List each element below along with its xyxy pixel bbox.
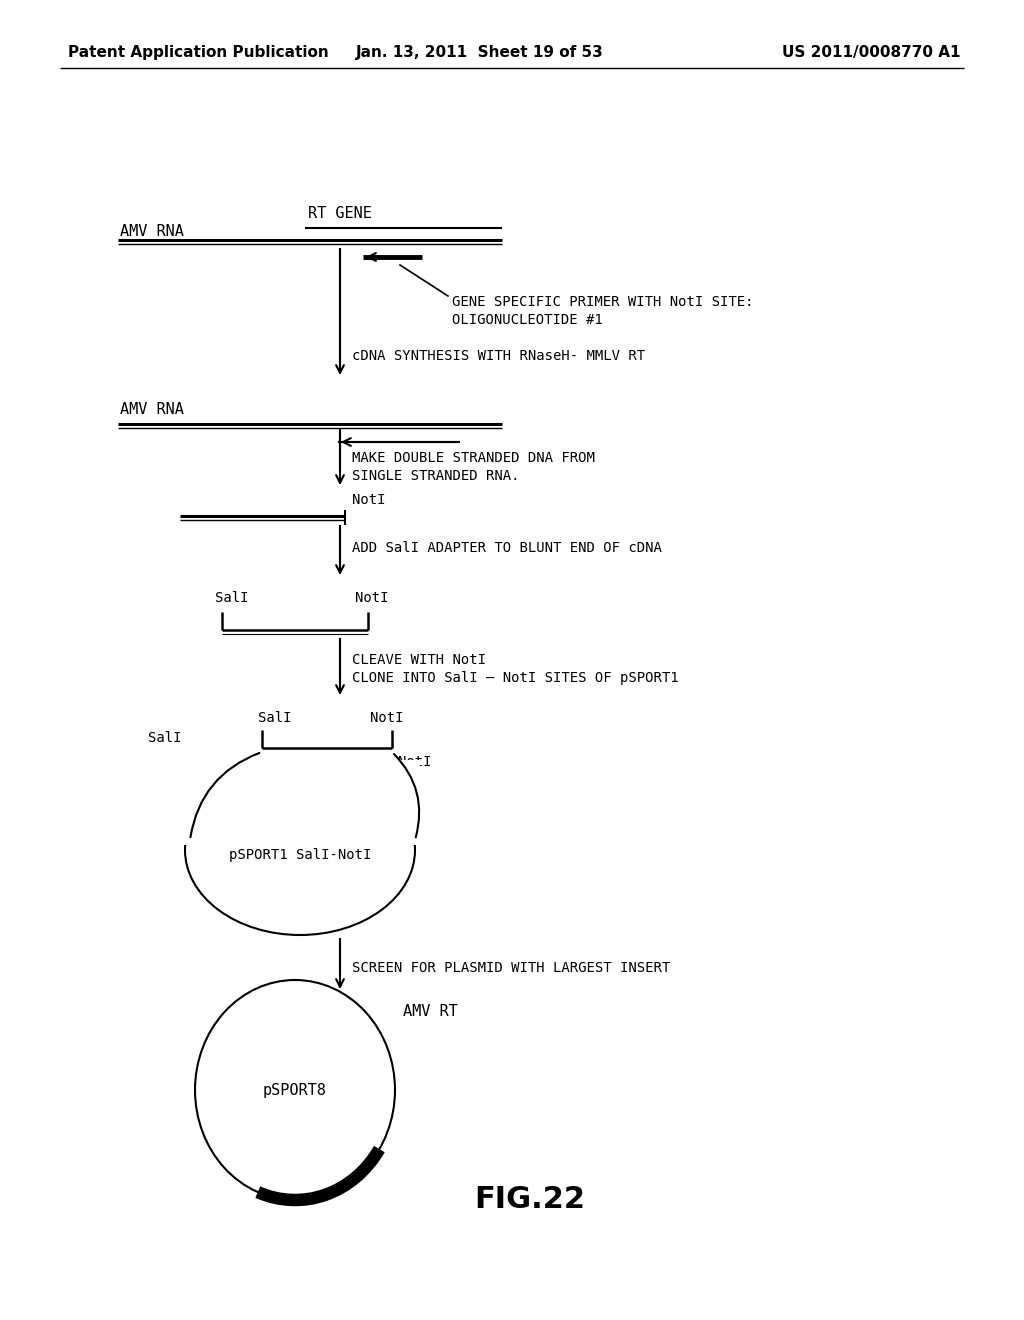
Text: NotI: NotI <box>370 711 403 725</box>
Text: ADD SalI ADAPTER TO BLUNT END OF cDNA: ADD SalI ADAPTER TO BLUNT END OF cDNA <box>352 541 662 554</box>
Text: FIG.22: FIG.22 <box>474 1185 586 1214</box>
Text: Patent Application Publication: Patent Application Publication <box>68 45 329 59</box>
Text: pSPORT1 SalI-NotI: pSPORT1 SalI-NotI <box>228 847 371 862</box>
Text: NotI: NotI <box>355 591 388 605</box>
Text: AMV RNA: AMV RNA <box>120 224 184 239</box>
Text: cDNA SYNTHESIS WITH RNaseH- MMLV RT: cDNA SYNTHESIS WITH RNaseH- MMLV RT <box>352 348 645 363</box>
Text: RT GENE: RT GENE <box>308 206 372 222</box>
Text: pSPORT8: pSPORT8 <box>263 1082 327 1097</box>
Text: Jan. 13, 2011  Sheet 19 of 53: Jan. 13, 2011 Sheet 19 of 53 <box>356 45 604 59</box>
Text: NotI: NotI <box>398 755 431 770</box>
Text: SalI: SalI <box>258 711 292 725</box>
Text: MAKE DOUBLE STRANDED DNA FROM: MAKE DOUBLE STRANDED DNA FROM <box>352 451 595 465</box>
Text: NotI: NotI <box>352 492 385 507</box>
Text: US 2011/0008770 A1: US 2011/0008770 A1 <box>781 45 961 59</box>
Text: CLONE INTO SalI – NotI SITES OF pSPORT1: CLONE INTO SalI – NotI SITES OF pSPORT1 <box>352 671 679 685</box>
Text: SalI: SalI <box>148 731 181 744</box>
Text: AMV RNA: AMV RNA <box>120 403 184 417</box>
Text: CLEAVE WITH NotI: CLEAVE WITH NotI <box>352 653 486 667</box>
Bar <box>180 760 420 845</box>
Text: GENE SPECIFIC PRIMER WITH NotI SITE:: GENE SPECIFIC PRIMER WITH NotI SITE: <box>452 294 754 309</box>
Text: SINGLE STRANDED RNA.: SINGLE STRANDED RNA. <box>352 469 519 483</box>
Text: SalI: SalI <box>215 591 249 605</box>
Text: SCREEN FOR PLASMID WITH LARGEST INSERT: SCREEN FOR PLASMID WITH LARGEST INSERT <box>352 961 671 975</box>
Text: AMV RT: AMV RT <box>403 1005 458 1019</box>
Text: OLIGONUCLEOTIDE #1: OLIGONUCLEOTIDE #1 <box>452 313 603 327</box>
